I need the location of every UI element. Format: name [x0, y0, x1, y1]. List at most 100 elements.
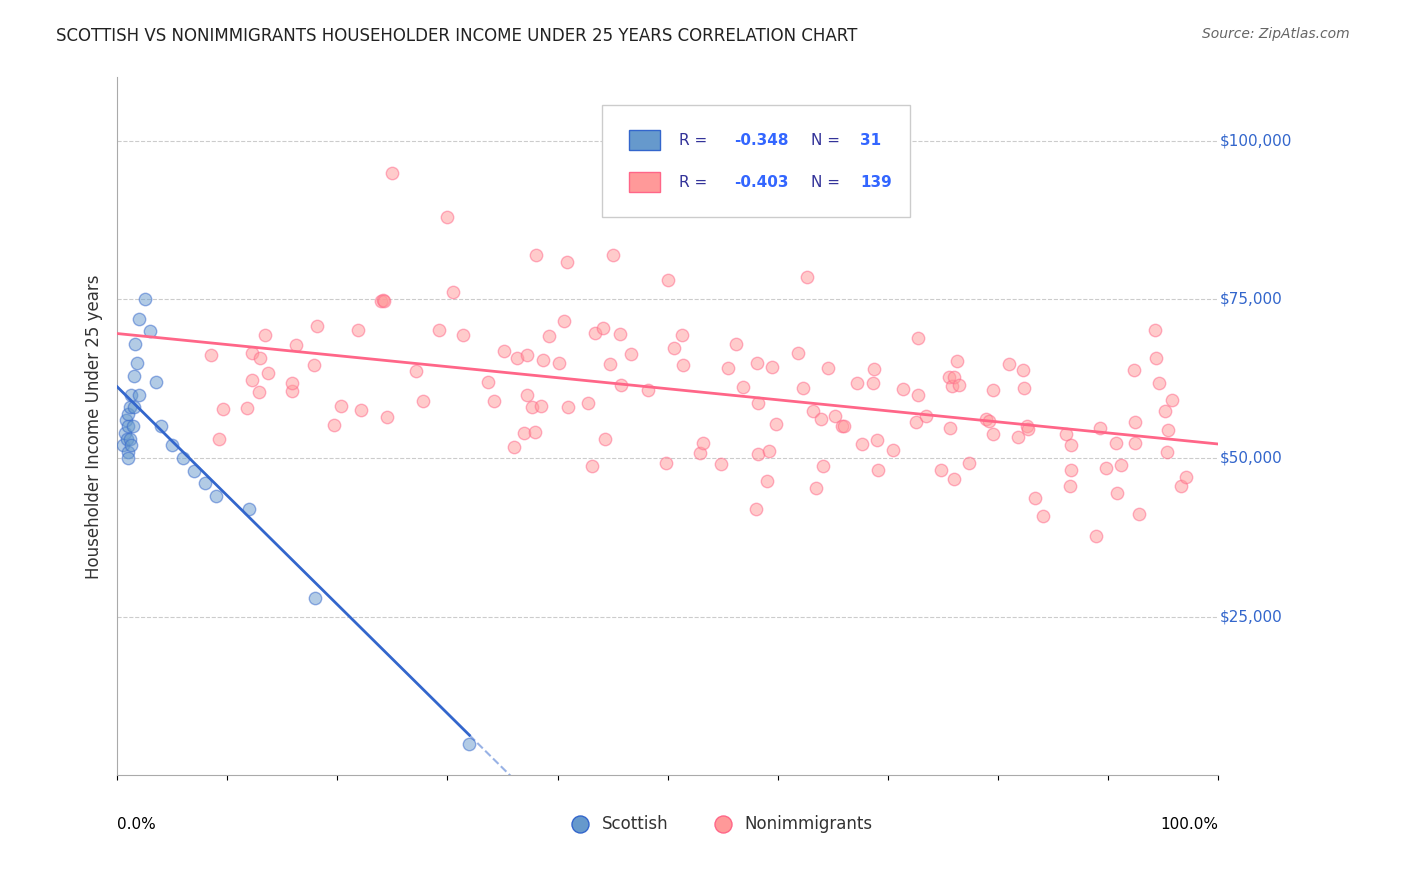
Point: [976, 411, 998, 425]
Point: [253, 328, 276, 343]
Point: [1143, 323, 1166, 337]
Point: [810, 411, 832, 425]
Point: [125, 356, 148, 370]
Point: [866, 433, 889, 447]
Point: [845, 376, 868, 390]
FancyBboxPatch shape: [628, 172, 659, 192]
Point: [1088, 420, 1111, 434]
Point: [134, 293, 156, 307]
Point: [904, 415, 927, 429]
Point: [599, 357, 621, 371]
Point: [1111, 458, 1133, 472]
Point: [941, 379, 963, 393]
Text: N =: N =: [811, 175, 845, 190]
Point: [915, 409, 938, 423]
Point: [240, 345, 263, 359]
Text: Nonimmigrants: Nonimmigrants: [745, 815, 873, 833]
Point: [322, 417, 344, 432]
Point: [115, 432, 138, 446]
Point: [692, 435, 714, 450]
Point: [172, 451, 194, 466]
Point: [121, 387, 143, 401]
Point: [381, 166, 404, 180]
Point: [862, 376, 884, 390]
Point: [555, 254, 578, 268]
Text: Source: ZipAtlas.com: Source: ZipAtlas.com: [1202, 27, 1350, 41]
Point: [441, 285, 464, 299]
Point: [1060, 463, 1083, 477]
Point: [1123, 415, 1146, 429]
FancyBboxPatch shape: [628, 130, 659, 150]
Point: [523, 425, 546, 439]
Point: [373, 293, 395, 308]
Point: [957, 456, 980, 470]
Point: [756, 474, 779, 488]
Point: [436, 210, 458, 224]
Point: [451, 328, 474, 343]
Text: 100.0%: 100.0%: [1160, 817, 1218, 832]
Point: [553, 314, 575, 328]
Point: [602, 248, 624, 262]
Point: [150, 419, 173, 434]
Point: [907, 330, 929, 344]
Point: [1032, 509, 1054, 524]
Point: [1007, 430, 1029, 444]
Point: [891, 382, 914, 396]
Point: [502, 440, 524, 454]
Point: [122, 401, 145, 415]
Point: [981, 426, 1004, 441]
Point: [610, 377, 633, 392]
Point: [595, 432, 617, 446]
Point: [804, 481, 827, 495]
Point: [115, 413, 138, 427]
Point: [458, 737, 481, 751]
Point: [672, 359, 695, 373]
Point: [851, 437, 873, 451]
Point: [657, 273, 679, 287]
Point: [1156, 445, 1178, 459]
Point: [939, 421, 962, 435]
Point: [1059, 479, 1081, 493]
Point: [689, 446, 711, 460]
Point: [205, 489, 228, 503]
Point: [111, 438, 134, 452]
Point: [1015, 419, 1038, 434]
Point: [664, 342, 686, 356]
Point: [977, 414, 1000, 428]
Point: [792, 381, 814, 395]
Text: -0.348: -0.348: [734, 133, 789, 148]
Point: [412, 393, 434, 408]
FancyBboxPatch shape: [602, 105, 910, 217]
Point: [998, 357, 1021, 371]
Point: [547, 356, 569, 370]
Point: [787, 346, 810, 360]
Point: [761, 360, 783, 375]
Point: [1012, 363, 1035, 377]
Point: [747, 355, 769, 369]
Point: [329, 400, 352, 414]
Point: [747, 447, 769, 461]
Text: N =: N =: [811, 133, 845, 148]
Text: $75,000: $75,000: [1220, 292, 1284, 307]
Point: [568, 768, 591, 782]
Point: [128, 311, 150, 326]
Point: [240, 373, 263, 387]
Point: [281, 376, 304, 391]
Point: [183, 464, 205, 478]
Point: [1060, 438, 1083, 452]
Point: [801, 404, 824, 418]
Point: [139, 324, 162, 338]
Text: 0.0%: 0.0%: [117, 817, 156, 832]
Point: [942, 369, 965, 384]
Point: [620, 347, 643, 361]
Point: [427, 323, 450, 337]
Point: [711, 768, 734, 782]
Point: [747, 396, 769, 410]
Point: [765, 417, 787, 432]
Point: [866, 463, 889, 477]
Point: [506, 351, 529, 366]
Point: [717, 361, 740, 376]
Point: [1012, 381, 1035, 395]
Point: [1128, 508, 1150, 522]
Point: [160, 438, 183, 452]
